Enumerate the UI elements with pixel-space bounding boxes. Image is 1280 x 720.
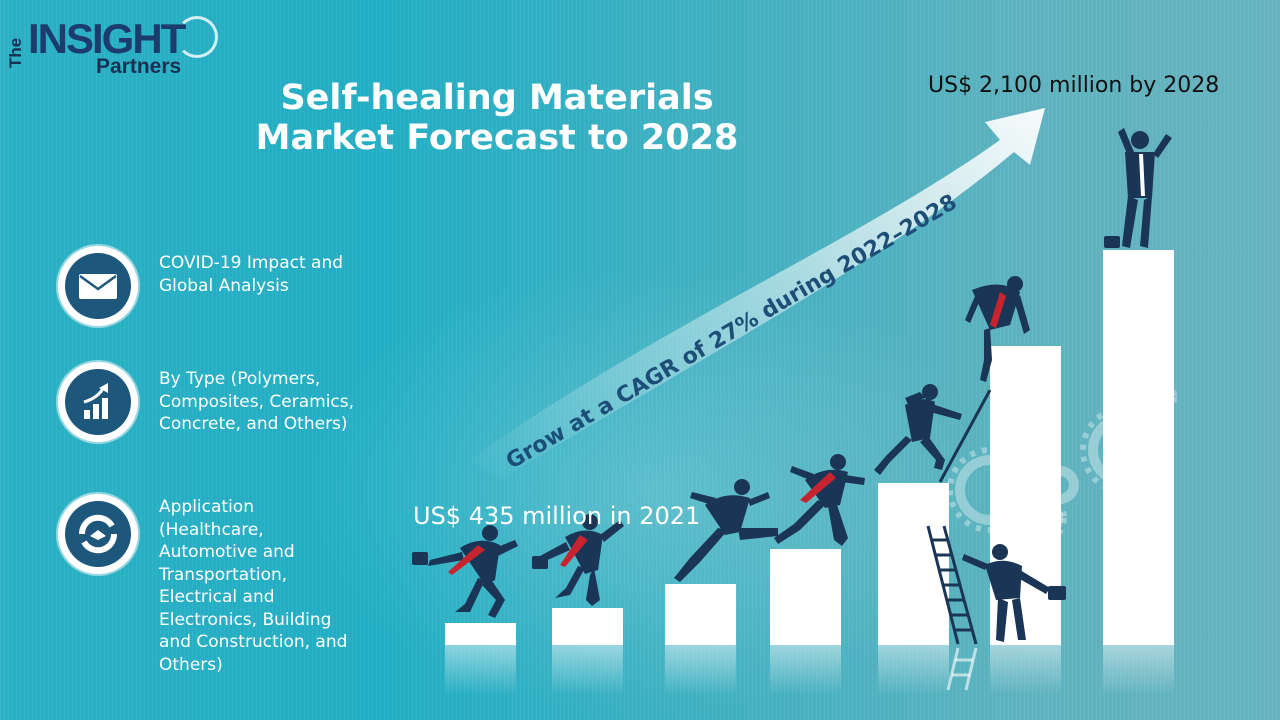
runner-figure-1 (412, 525, 518, 618)
bullet-icon-ring (58, 246, 138, 326)
envelope-icon (79, 274, 117, 299)
growth-arrow (470, 108, 1045, 480)
winner-figure (1104, 128, 1172, 248)
page-title: Self-healing Materials Market Forecast t… (236, 78, 758, 158)
logo-partners: Partners (96, 55, 182, 78)
bar-1 (445, 623, 516, 645)
business-figures (412, 128, 1172, 642)
ladder-icon (926, 525, 978, 645)
bullet-text: COVID-19 Impact and Global Analysis (159, 253, 344, 296)
market-value-2021: US$ 435 million in 2021 (413, 502, 701, 530)
title-line-1: Self-healing Materials (280, 78, 714, 118)
handshake-icon (78, 514, 118, 554)
climber-figure-5 (874, 384, 962, 475)
standing-figure (962, 544, 1066, 642)
logo-swoosh-icon (176, 16, 218, 58)
logo-insight: INSIGHT (28, 15, 186, 62)
title-line-2: Market Forecast to 2028 (255, 118, 739, 158)
bullet-icon-ring (58, 362, 138, 442)
growth-chart-icon (83, 383, 108, 419)
brand-logo: The INSIGHT Partners (6, 10, 218, 80)
runner-figure-4 (774, 454, 865, 546)
bullet-text: Application (Healthcare, Automotive and … (159, 497, 348, 675)
bar-3 (665, 584, 736, 645)
bullet-icon-ring (58, 494, 138, 574)
bar-4 (770, 549, 841, 645)
forecast-value-2028: US$ 2,100 million by 2028 (928, 73, 1220, 98)
bar-reflections (445, 645, 1174, 695)
bullet-text: By Type (Polymers, Composites, Ceramics,… (159, 369, 355, 434)
runner-figure-3 (674, 479, 778, 582)
climber-figure-6 (965, 276, 1030, 382)
bar-2 (552, 608, 623, 645)
runner-figure-2 (532, 514, 624, 606)
bar-7 (1103, 250, 1174, 645)
